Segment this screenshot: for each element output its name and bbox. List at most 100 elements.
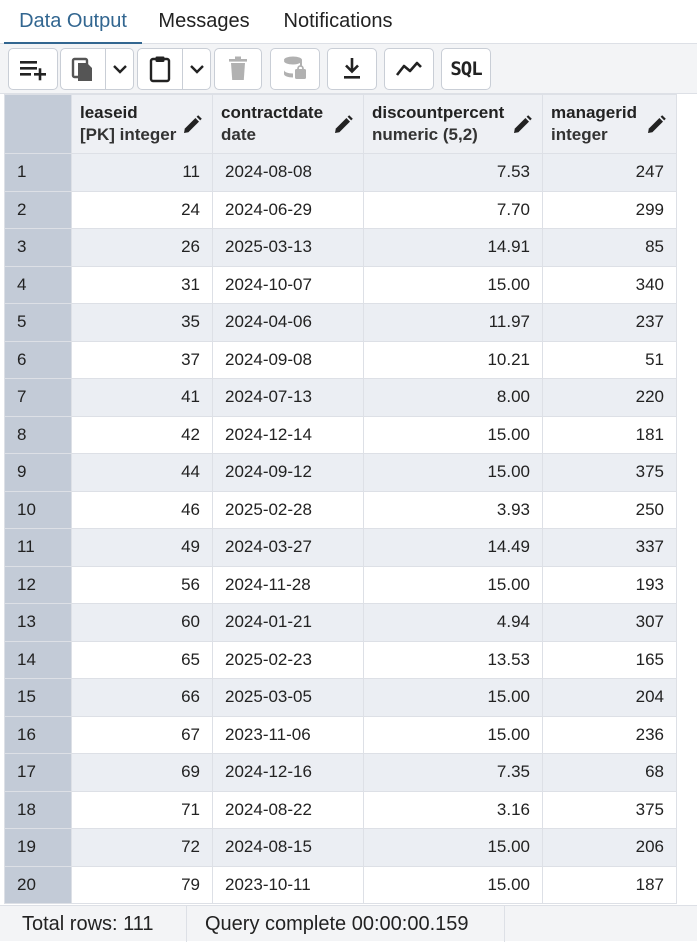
row-number[interactable]: 12 bbox=[4, 565, 72, 604]
cell-leaseid[interactable]: 41 bbox=[71, 378, 213, 417]
cell-managerid[interactable]: 250 bbox=[542, 490, 677, 529]
cell-contractdate[interactable]: 2024-11-28 bbox=[212, 565, 364, 604]
column-header-discountpercent[interactable]: discountpercent numeric (5,2) bbox=[363, 94, 543, 154]
row-number[interactable]: 7 bbox=[4, 378, 72, 417]
table-row[interactable]: 9 44 2024-09-12 15.00 375 bbox=[4, 453, 677, 492]
cell-discountpercent[interactable]: 3.16 bbox=[363, 790, 543, 829]
cell-discountpercent[interactable]: 15.00 bbox=[363, 453, 543, 492]
table-row[interactable]: 2 24 2024-06-29 7.70 299 bbox=[4, 190, 677, 229]
cell-discountpercent[interactable]: 15.00 bbox=[363, 715, 543, 754]
cell-leaseid[interactable]: 65 bbox=[71, 640, 213, 679]
cell-managerid[interactable]: 51 bbox=[542, 340, 677, 379]
table-row[interactable]: 12 56 2024-11-28 15.00 193 bbox=[4, 565, 677, 604]
cell-leaseid[interactable]: 79 bbox=[71, 865, 213, 904]
column-header-contractdate[interactable]: contractdate date bbox=[212, 94, 364, 154]
cell-discountpercent[interactable]: 8.00 bbox=[363, 378, 543, 417]
cell-discountpercent[interactable]: 11.97 bbox=[363, 303, 543, 342]
cell-leaseid[interactable]: 37 bbox=[71, 340, 213, 379]
cell-contractdate[interactable]: 2024-09-12 bbox=[212, 453, 364, 492]
cell-discountpercent[interactable]: 15.00 bbox=[363, 565, 543, 604]
cell-managerid[interactable]: 307 bbox=[542, 603, 677, 642]
row-number[interactable]: 1 bbox=[4, 153, 72, 192]
cell-managerid[interactable]: 375 bbox=[542, 453, 677, 492]
cell-contractdate[interactable]: 2025-03-13 bbox=[212, 228, 364, 267]
table-row[interactable]: 18 71 2024-08-22 3.16 375 bbox=[4, 790, 677, 829]
cell-leaseid[interactable]: 71 bbox=[71, 790, 213, 829]
table-row[interactable]: 16 67 2023-11-06 15.00 236 bbox=[4, 715, 677, 754]
cell-managerid[interactable]: 165 bbox=[542, 640, 677, 679]
cell-managerid[interactable]: 237 bbox=[542, 303, 677, 342]
table-row[interactable]: 14 65 2025-02-23 13.53 165 bbox=[4, 640, 677, 679]
cell-leaseid[interactable]: 11 bbox=[71, 153, 213, 192]
cell-contractdate[interactable]: 2023-11-06 bbox=[212, 715, 364, 754]
cell-contractdate[interactable]: 2023-10-11 bbox=[212, 865, 364, 904]
row-number[interactable]: 3 bbox=[4, 228, 72, 267]
pencil-icon[interactable] bbox=[182, 115, 202, 135]
row-number[interactable]: 18 bbox=[4, 790, 72, 829]
paste-options-dropdown[interactable] bbox=[183, 48, 211, 90]
table-row[interactable]: 3 26 2025-03-13 14.91 85 bbox=[4, 228, 677, 267]
table-row[interactable]: 5 35 2024-04-06 11.97 237 bbox=[4, 303, 677, 342]
copy-button[interactable] bbox=[60, 48, 106, 90]
cell-discountpercent[interactable]: 15.00 bbox=[363, 678, 543, 717]
cell-discountpercent[interactable]: 7.53 bbox=[363, 153, 543, 192]
cell-managerid[interactable]: 340 bbox=[542, 265, 677, 304]
cell-leaseid[interactable]: 35 bbox=[71, 303, 213, 342]
cell-managerid[interactable]: 337 bbox=[542, 528, 677, 567]
row-number[interactable]: 14 bbox=[4, 640, 72, 679]
cell-contractdate[interactable]: 2024-12-16 bbox=[212, 753, 364, 792]
row-number[interactable]: 17 bbox=[4, 753, 72, 792]
cell-leaseid[interactable]: 67 bbox=[71, 715, 213, 754]
table-row[interactable]: 20 79 2023-10-11 15.00 187 bbox=[4, 865, 677, 904]
cell-leaseid[interactable]: 24 bbox=[71, 190, 213, 229]
cell-leaseid[interactable]: 69 bbox=[71, 753, 213, 792]
cell-discountpercent[interactable]: 10.21 bbox=[363, 340, 543, 379]
row-number[interactable]: 13 bbox=[4, 603, 72, 642]
row-number[interactable]: 5 bbox=[4, 303, 72, 342]
column-header-managerid[interactable]: managerid integer bbox=[542, 94, 677, 154]
cell-contractdate[interactable]: 2025-03-05 bbox=[212, 678, 364, 717]
download-button[interactable] bbox=[327, 48, 377, 90]
cell-managerid[interactable]: 68 bbox=[542, 753, 677, 792]
cell-managerid[interactable]: 220 bbox=[542, 378, 677, 417]
table-row[interactable]: 4 31 2024-10-07 15.00 340 bbox=[4, 265, 677, 304]
table-row[interactable]: 13 60 2024-01-21 4.94 307 bbox=[4, 603, 677, 642]
row-number[interactable]: 10 bbox=[4, 490, 72, 529]
cell-leaseid[interactable]: 46 bbox=[71, 490, 213, 529]
row-number[interactable]: 19 bbox=[4, 828, 72, 867]
cell-managerid[interactable]: 187 bbox=[542, 865, 677, 904]
cell-managerid[interactable]: 204 bbox=[542, 678, 677, 717]
row-number[interactable]: 15 bbox=[4, 678, 72, 717]
row-number[interactable]: 6 bbox=[4, 340, 72, 379]
pencil-icon[interactable] bbox=[646, 115, 666, 135]
cell-managerid[interactable]: 375 bbox=[542, 790, 677, 829]
cell-contractdate[interactable]: 2024-12-14 bbox=[212, 415, 364, 454]
table-row[interactable]: 1 11 2024-08-08 7.53 247 bbox=[4, 153, 677, 192]
cell-contractdate[interactable]: 2024-03-27 bbox=[212, 528, 364, 567]
cell-managerid[interactable]: 299 bbox=[542, 190, 677, 229]
tab-data-output[interactable]: Data Output bbox=[4, 0, 142, 45]
cell-discountpercent[interactable]: 3.93 bbox=[363, 490, 543, 529]
cell-leaseid[interactable]: 60 bbox=[71, 603, 213, 642]
cell-contractdate[interactable]: 2024-10-07 bbox=[212, 265, 364, 304]
cell-contractdate[interactable]: 2024-08-15 bbox=[212, 828, 364, 867]
row-number[interactable]: 16 bbox=[4, 715, 72, 754]
table-row[interactable]: 8 42 2024-12-14 15.00 181 bbox=[4, 415, 677, 454]
table-row[interactable]: 6 37 2024-09-08 10.21 51 bbox=[4, 340, 677, 379]
cell-discountpercent[interactable]: 4.94 bbox=[363, 603, 543, 642]
cell-discountpercent[interactable]: 15.00 bbox=[363, 415, 543, 454]
table-row[interactable]: 19 72 2024-08-15 15.00 206 bbox=[4, 828, 677, 867]
cell-contractdate[interactable]: 2024-08-08 bbox=[212, 153, 364, 192]
row-number[interactable]: 8 bbox=[4, 415, 72, 454]
save-data-button[interactable] bbox=[270, 48, 320, 90]
pencil-icon[interactable] bbox=[512, 115, 532, 135]
cell-discountpercent[interactable]: 13.53 bbox=[363, 640, 543, 679]
tab-notifications[interactable]: Notifications bbox=[283, 10, 393, 32]
cell-contractdate[interactable]: 2024-09-08 bbox=[212, 340, 364, 379]
sql-button[interactable]: SQL bbox=[441, 48, 491, 90]
row-number[interactable]: 11 bbox=[4, 528, 72, 567]
table-row[interactable]: 15 66 2025-03-05 15.00 204 bbox=[4, 678, 677, 717]
cell-leaseid[interactable]: 42 bbox=[71, 415, 213, 454]
row-number[interactable]: 9 bbox=[4, 453, 72, 492]
cell-contractdate[interactable]: 2024-04-06 bbox=[212, 303, 364, 342]
